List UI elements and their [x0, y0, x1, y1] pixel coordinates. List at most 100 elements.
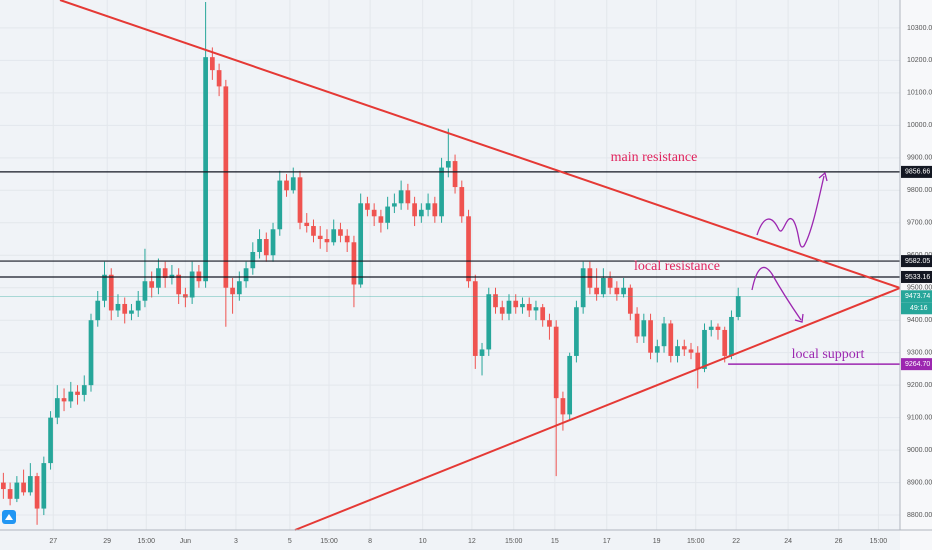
candle-body [466, 216, 471, 282]
candle-body [459, 187, 465, 217]
candle-body [338, 229, 343, 236]
candle-body [351, 242, 357, 285]
candle-body [284, 180, 289, 191]
candle-body [176, 274, 182, 295]
y-tick-label: 9400.00 [907, 317, 932, 324]
x-tick-label: 17 [603, 538, 611, 545]
candle-body [412, 203, 417, 217]
candle-body [621, 287, 626, 295]
candle-body [607, 277, 613, 288]
candle-body [735, 296, 741, 317]
candle-body [7, 489, 13, 499]
y-tick-label: 10000.00 [907, 122, 932, 129]
candles [0, 1, 900, 525]
candle-body [203, 57, 208, 282]
y-tick-label: 9800.00 [907, 187, 932, 194]
candle-body [115, 303, 121, 311]
price-tag-label: 9473.74 [905, 293, 930, 300]
y-tick-label: 10200.00 [907, 57, 932, 64]
candle-body [236, 281, 242, 295]
candle-body [156, 268, 161, 288]
level-tag [901, 270, 932, 283]
candle-body [149, 281, 155, 288]
candle-body [398, 190, 404, 204]
candle-body [560, 398, 566, 415]
candle-body [513, 300, 519, 308]
arrow-head [818, 171, 828, 182]
candle-body [574, 307, 579, 356]
candle-body [216, 70, 222, 87]
candle-body [445, 161, 451, 168]
x-tick-label: 29 [103, 538, 111, 545]
candle-body [439, 167, 444, 217]
candle-body [135, 300, 141, 311]
candle-body [547, 320, 552, 327]
candle-body [668, 323, 674, 356]
candle-body [331, 229, 337, 243]
candle-body [129, 310, 134, 314]
candle-body [627, 287, 633, 314]
annotation: local support [792, 347, 865, 362]
level-tag-label: 9533.16 [905, 274, 930, 281]
x-tick-label: 15:00 [138, 538, 156, 545]
x-tick-label: 12 [468, 538, 476, 545]
candle-body [378, 216, 384, 223]
candle-body [297, 177, 303, 223]
candle-body [290, 177, 296, 191]
axes: 8800.00 8900.00 9000.00 9100.00 9200.00 9300.… [49, 25, 932, 545]
candle-body [486, 294, 492, 350]
candle-body [385, 206, 390, 223]
candle-body [432, 203, 438, 217]
candle-body [257, 239, 262, 253]
x-tick-label: 8 [368, 538, 372, 545]
candle-body [1, 482, 6, 490]
level-tag-label: 9582.05 [905, 258, 930, 265]
y-tick-label: 10100.00 [907, 90, 932, 97]
x-tick-label: 15:00 [687, 538, 705, 545]
candle-body [122, 303, 128, 314]
countdown-tag [901, 302, 932, 315]
candle-body [392, 203, 397, 207]
candle-body [61, 398, 67, 402]
candle-body [324, 239, 330, 243]
candle-body [21, 482, 26, 493]
y-tick-label: 8900.00 [907, 479, 932, 486]
x-tick-label: 15:00 [870, 538, 888, 545]
level-tag-label: 9264.70 [905, 361, 930, 368]
candle-body [681, 346, 687, 350]
candle-body [54, 398, 60, 418]
candle-body [425, 203, 431, 210]
candle-body [250, 252, 256, 269]
candle-body [102, 274, 107, 301]
candle-body [533, 307, 539, 311]
x-tick-label: 15:00 [320, 538, 338, 545]
candle-body [675, 346, 680, 356]
candle-body [601, 277, 606, 295]
y-tick-label: 9300.00 [907, 350, 932, 357]
candle-body [223, 86, 229, 288]
candle-body [189, 271, 195, 298]
candle-body [499, 307, 505, 314]
candle-body [641, 320, 647, 337]
y-tick-label: 9200.00 [907, 382, 932, 389]
candle-body [27, 476, 33, 493]
candle-body [243, 268, 249, 282]
x-tick-label: 19 [653, 538, 661, 545]
candle-body [48, 417, 53, 464]
x-tick-label: 26 [835, 538, 843, 545]
candle-body [344, 235, 350, 243]
candle-body [520, 303, 525, 308]
candle-body [594, 287, 599, 295]
y-tick-label: 9500.00 [907, 285, 932, 292]
y-tick-label: 9700.00 [907, 220, 932, 227]
candle-body [358, 203, 364, 285]
candle-body [81, 385, 87, 395]
candle-body [452, 161, 458, 188]
candle-body [317, 235, 323, 240]
candle-body [304, 222, 310, 227]
candle-body [68, 391, 74, 402]
annotation: local resistance [634, 259, 720, 274]
level-tag [901, 358, 932, 371]
